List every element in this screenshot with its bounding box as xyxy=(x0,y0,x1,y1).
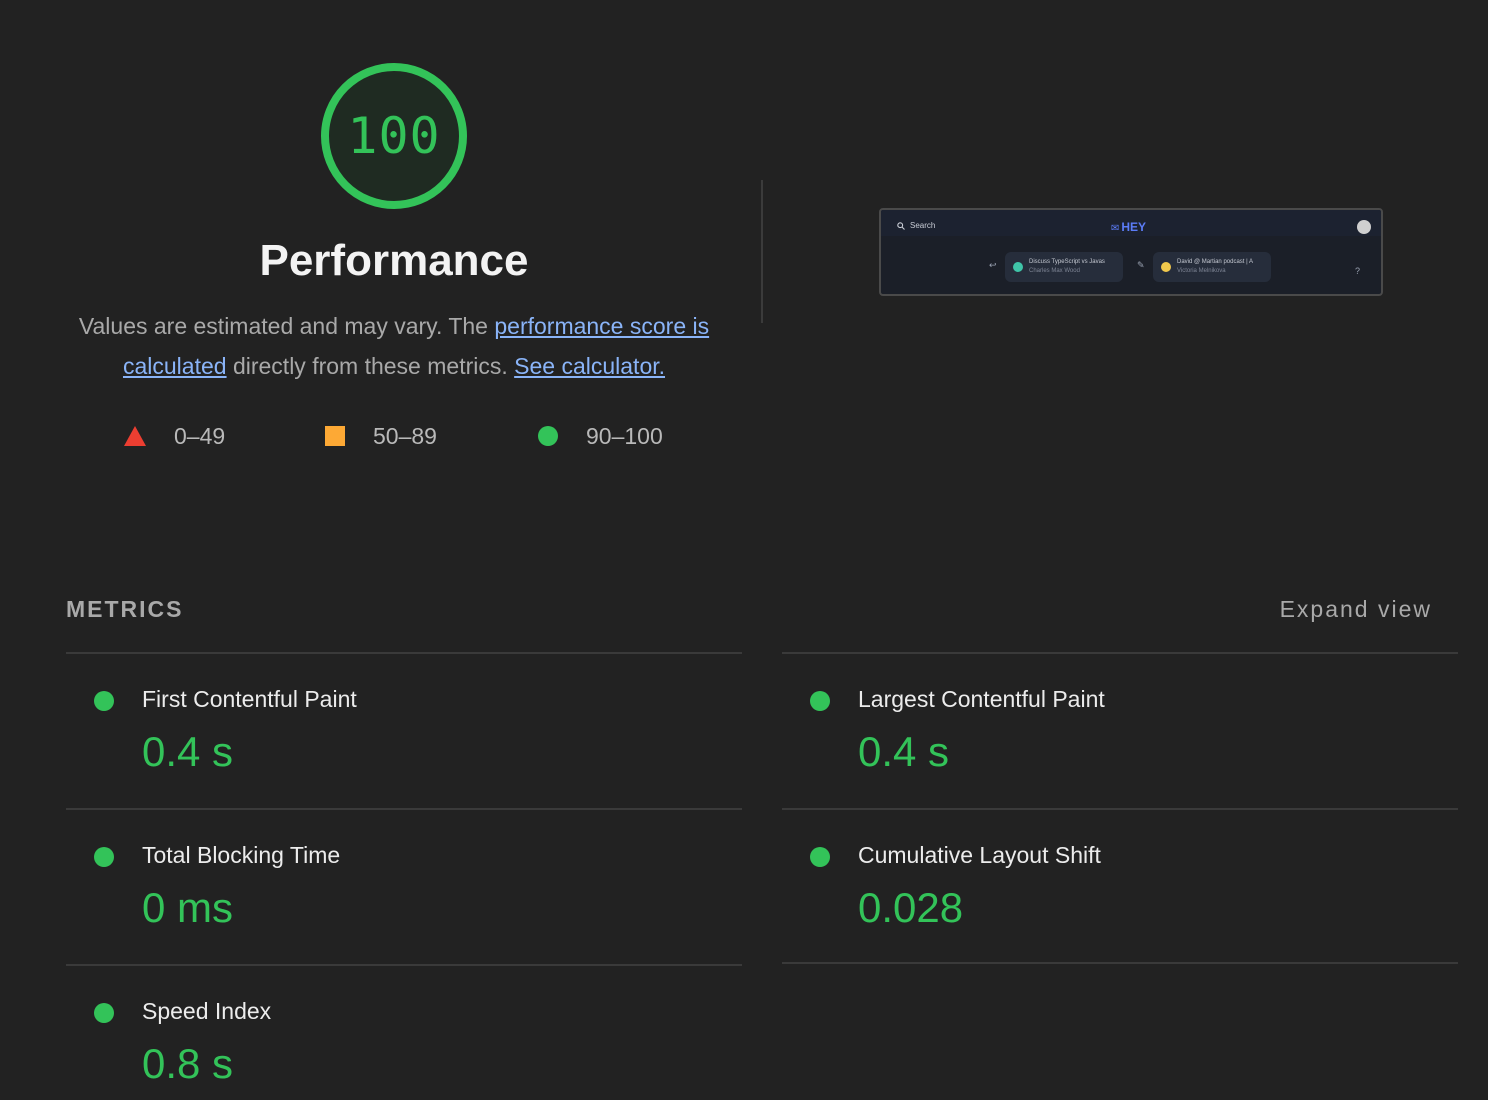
metric-cumulative-layout-shift: Cumulative Layout Shift 0.028 xyxy=(782,810,1458,964)
square-icon xyxy=(325,426,345,446)
expand-view-toggle[interactable]: Expand view xyxy=(1279,596,1432,622)
metric-label: Speed Index xyxy=(142,998,272,1024)
legend-item-fail: 0–49 xyxy=(124,421,225,451)
thumbnail-cards: ↩ Discuss TypeScript vs Javas Charles Ma… xyxy=(881,246,1381,286)
metric-first-contentful-paint: First Contentful Paint 0.4 s xyxy=(66,654,742,808)
legend-item-pass: 90–100 xyxy=(538,421,663,451)
metric-value: 0.4 s xyxy=(858,728,950,775)
legend-range: 0–49 xyxy=(174,423,226,449)
description-mid: directly from these metrics. xyxy=(226,353,515,379)
score-value: 100 xyxy=(347,107,441,165)
thumbnail-search-label: Search xyxy=(910,221,936,230)
performance-score-link[interactable]: performance score is calculated xyxy=(122,313,710,379)
legend-item-average: 50–89 xyxy=(325,421,437,451)
category-title: Performance xyxy=(259,236,529,285)
thumbnail-card: David @ Martian podcast | A Victoria Mel… xyxy=(1153,252,1271,282)
divider xyxy=(66,964,742,966)
metric-total-blocking-time: Total Blocking Time 0 ms xyxy=(66,810,742,964)
score-gauge: 100 xyxy=(321,63,467,209)
card-title: David @ Martian podcast | A xyxy=(1177,259,1254,265)
divider xyxy=(782,808,1458,810)
reply-icon: ↩ xyxy=(989,260,997,270)
thumbnail-header: Search ✉ HEY xyxy=(881,210,1381,236)
card-title: Discuss TypeScript vs Javas xyxy=(1029,259,1105,265)
metrics-heading: METRICS xyxy=(66,596,184,622)
metric-value: 0.028 xyxy=(858,884,964,931)
metric-label: Largest Contentful Paint xyxy=(858,686,1105,712)
envelope-icon: ✉ xyxy=(1111,223,1120,234)
divider xyxy=(782,962,1458,964)
metric-value: 0.4 s xyxy=(142,728,234,775)
divider xyxy=(66,652,742,654)
legend-range: 90–100 xyxy=(586,423,663,449)
card-subtitle: Victoria Melnikova xyxy=(1177,268,1226,274)
triangle-icon xyxy=(124,426,146,446)
pass-circle-icon xyxy=(94,691,114,711)
description-prefix: Values are estimated and may vary. The xyxy=(78,313,495,339)
thumbnail-logo-text: HEY xyxy=(1121,220,1147,234)
card-subtitle: Charles Max Wood xyxy=(1029,268,1080,274)
card-avatar-icon xyxy=(1161,262,1171,272)
final-screenshot-thumbnail[interactable]: Search ✉ HEY ↩ Discuss TypeScript vs Java… xyxy=(879,208,1383,296)
score-description: Values are estimated and may vary. The p… xyxy=(62,306,726,386)
metric-value: 0 ms xyxy=(142,884,234,931)
divider xyxy=(66,808,742,810)
vertical-divider xyxy=(761,180,763,323)
help-icon: ? xyxy=(1355,266,1361,276)
thumbnail-search: Search xyxy=(897,221,935,230)
metric-speed-index: Speed Index 0.8 s xyxy=(66,966,742,1100)
search-icon xyxy=(897,221,905,230)
divider xyxy=(782,652,1458,654)
pass-circle-icon xyxy=(94,1003,114,1023)
thumbnail-card: Discuss TypeScript vs Javas Charles Max … xyxy=(1005,252,1123,282)
avatar xyxy=(1357,220,1371,234)
pass-circle-icon xyxy=(810,847,830,867)
pin-icon: ✎ xyxy=(1137,260,1145,270)
circle-icon xyxy=(538,426,558,446)
metric-label: First Contentful Paint xyxy=(142,686,357,712)
metric-value: 0.8 s xyxy=(142,1040,234,1087)
metric-label: Cumulative Layout Shift xyxy=(858,842,1101,868)
pass-circle-icon xyxy=(810,691,830,711)
metric-largest-contentful-paint: Largest Contentful Paint 0.4 s xyxy=(782,654,1458,808)
card-avatar-icon xyxy=(1013,262,1023,272)
pass-circle-icon xyxy=(94,847,114,867)
legend-range: 50–89 xyxy=(373,423,437,449)
metric-label: Total Blocking Time xyxy=(142,842,341,868)
hey-logo: ✉ HEY xyxy=(1111,220,1146,234)
see-calculator-link[interactable]: See calculator. xyxy=(514,353,666,379)
